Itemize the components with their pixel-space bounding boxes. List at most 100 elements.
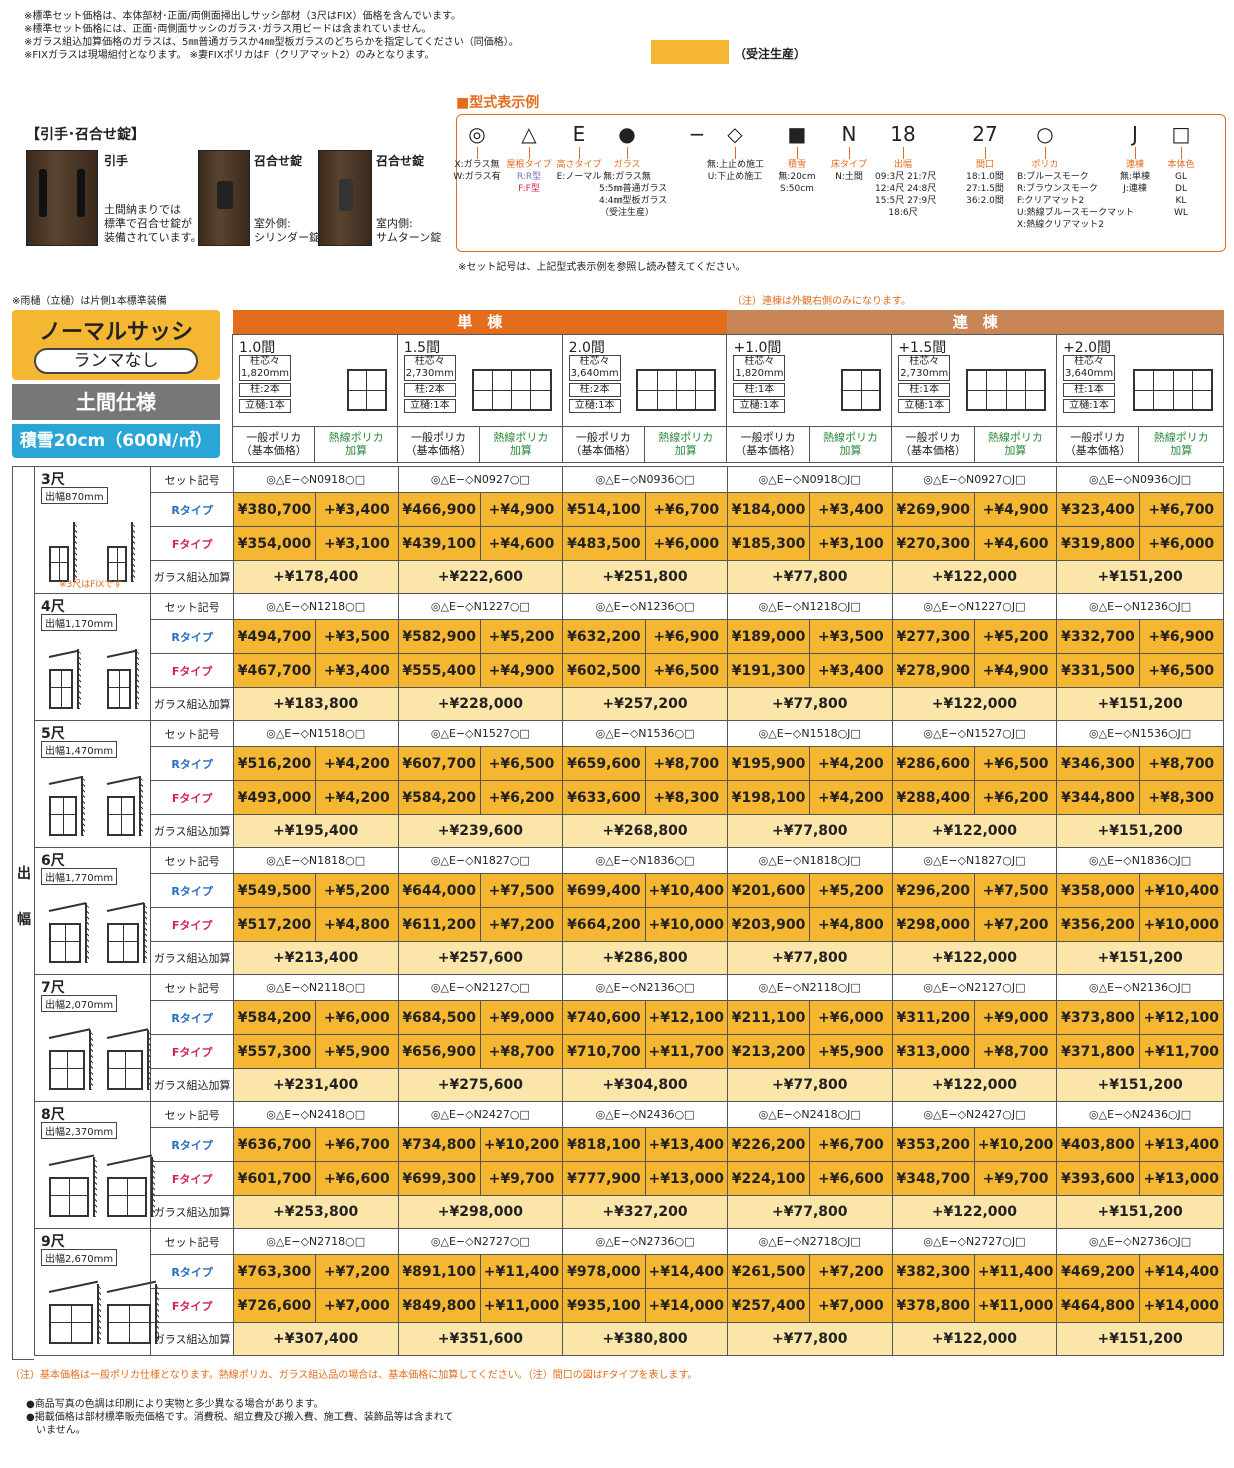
f-type-base-price: ¥224,100 — [726, 1161, 811, 1196]
depth-width: 出幅2,670mm — [41, 1249, 118, 1266]
f-type-base-price: ¥348,700 — [891, 1161, 975, 1196]
r-type-base-price: ¥494,700 — [232, 619, 317, 654]
glass-addon-price: +¥257,200 — [562, 687, 728, 721]
base-price-header: 一般ポリカ （基本価格） — [396, 425, 481, 463]
r-type-base-price: ¥740,600 — [562, 1000, 646, 1035]
model-code-desc: 27:1.5間 — [966, 184, 1004, 194]
r-type-addon-price: +¥6,700 — [1138, 492, 1225, 527]
f-type-addon-price: +¥9,700 — [479, 1161, 564, 1196]
glass-addon-price: +¥77,800 — [726, 814, 893, 848]
f-type-label: Fタイプ — [150, 1034, 234, 1069]
f-type-addon-price: +¥3,100 — [809, 526, 893, 561]
r-type-base-price: ¥184,000 — [726, 492, 811, 527]
model-code-title: ■型式表示例 — [456, 95, 540, 111]
glass-addon-label: ガラス組込加算 — [150, 1322, 234, 1356]
set-code-cell: ◎△E−◇N1236○□ — [562, 593, 728, 620]
heat-polycarbonate-header: 熱線ポリカ 加算 — [479, 425, 563, 463]
model-code-column: 27 間口 18:1.0間 27:1.5間 36:2.0間 — [957, 121, 1013, 207]
glass-addon-price: +¥122,000 — [891, 1322, 1058, 1356]
model-code-desc: 09:3尺 21:7尺 — [875, 172, 937, 182]
model-code-symbol: △ — [521, 122, 537, 146]
r-type-base-price: ¥211,100 — [726, 1000, 811, 1035]
roof-icon — [48, 902, 87, 912]
model-code-column: □ 本体色 GL DL KL WL — [1153, 121, 1209, 219]
depth-cell-inner: 7尺 出幅2,070mm — [35, 975, 151, 1100]
r-type-addon-price: +¥4,200 — [315, 746, 399, 781]
heat-polycarbonate-header: 熱線ポリカ 加算 — [973, 425, 1058, 463]
glass-addon-price: +¥77,800 — [726, 687, 893, 721]
r-type-addon-price: +¥9,000 — [973, 1000, 1058, 1035]
r-type-base-price: ¥469,200 — [1056, 1254, 1140, 1289]
outdoor-lock-text: 室外側: シリンダー錠 — [254, 217, 320, 244]
f-type-addon-price: +¥14,000 — [1138, 1288, 1225, 1323]
depth-cell: 5尺 出幅1,470mm — [33, 720, 152, 848]
model-code-column: ■ 積雪 無:20cm S:50cm — [769, 121, 825, 195]
f-type-base-price: ¥557,300 — [232, 1034, 317, 1069]
model-code-desc: GL — [1175, 172, 1187, 182]
sash-side-icon — [49, 1304, 93, 1344]
r-type-base-price: ¥373,800 — [1056, 1000, 1140, 1035]
depth-width: 出幅1,170mm — [41, 614, 118, 631]
f-type-base-price: ¥191,300 — [726, 653, 811, 688]
f-type-base-price: ¥517,200 — [232, 907, 317, 942]
r-type-addon-price: +¥3,500 — [809, 619, 893, 654]
model-code-symbol: ● — [618, 122, 636, 146]
size-header: +1.0間 柱芯々 1,820mm 柱:1本 立樋:1本 — [726, 333, 893, 427]
f-type-addon-price: +¥4,200 — [315, 780, 399, 815]
r-type-base-price: ¥346,300 — [1056, 746, 1140, 781]
glass-addon-label: ガラス組込加算 — [150, 1068, 234, 1102]
model-code-desc: U:下止め施工 — [707, 172, 763, 182]
depth-name: 3尺 — [41, 472, 65, 488]
model-code-symbol: E — [572, 122, 586, 146]
set-code-cell: ◎△E−◇N1227○□ — [397, 593, 564, 620]
set-code-cell: ◎△E−◇N0936○J□ — [1056, 466, 1224, 493]
f-type-addon-price: +¥6,500 — [1138, 653, 1225, 688]
roof-icon — [106, 902, 145, 912]
gutter-count: 立樋:1本 — [403, 398, 456, 413]
snow-badge: 積雪20cm（600N/㎡） — [12, 424, 220, 458]
model-code-desc: 無:上止め施工 — [707, 160, 765, 170]
set-code-cell: ◎△E−◇N1236○J□ — [1056, 593, 1224, 620]
set-code-cell: ◎△E−◇N2127○□ — [397, 974, 564, 1001]
model-code-column: ○ ポリカ B:ブルースモーク R:ブラウンスモーク F:クリアマット2 U:熱線ブルース… — [1017, 121, 1134, 231]
house-wall-icon — [77, 649, 81, 709]
sash-side-icon — [107, 796, 135, 836]
sash-side-icon — [107, 923, 139, 963]
f-type-addon-price: +¥4,900 — [479, 653, 564, 688]
set-code-cell: ◎△E−◇N2418○J□ — [726, 1101, 893, 1128]
r-type-base-price: ¥353,200 — [891, 1127, 975, 1162]
house-wall-icon — [81, 776, 85, 836]
base-price-header: 一般ポリカ （基本価格） — [1056, 425, 1140, 463]
depth-cell: 9尺 出幅2,670mm — [33, 1228, 159, 1356]
f-type-base-price: ¥726,600 — [232, 1288, 317, 1323]
f-type-addon-price: +¥5,900 — [315, 1034, 399, 1069]
base-price-header: 一般ポリカ （基本価格） — [726, 425, 810, 463]
glass-addon-price: +¥122,000 — [891, 814, 1058, 848]
outdoor-lock-photo — [198, 150, 250, 246]
f-type-addon-price: +¥5,900 — [809, 1034, 893, 1069]
f-type-addon-price: +¥8,700 — [973, 1034, 1058, 1069]
f-type-addon-price: +¥9,700 — [973, 1161, 1058, 1196]
model-code-desc: R:R型 — [516, 172, 542, 182]
set-code-label: セット記号 — [150, 466, 234, 493]
model-code-connector — [528, 147, 530, 159]
legend-color-swatch — [651, 40, 729, 64]
r-type-addon-price: +¥11,400 — [973, 1254, 1058, 1289]
r-type-addon-price: +¥5,200 — [315, 873, 399, 908]
pillar-pitch: 柱芯々 2,730mm — [403, 354, 456, 381]
r-type-addon-price: +¥5,200 — [973, 619, 1058, 654]
r-type-base-price: ¥189,000 — [726, 619, 811, 654]
depth-name: 7尺 — [41, 980, 65, 996]
model-code-symbol: 27 — [972, 122, 998, 146]
f-type-base-price: ¥203,900 — [726, 907, 811, 942]
f-type-base-price: ¥777,900 — [562, 1161, 646, 1196]
set-code-cell: ◎△E−◇N2418○□ — [232, 1101, 399, 1128]
model-code-desc: E:ノーマル — [556, 172, 602, 182]
pillar-count: 柱:2本 — [568, 382, 621, 397]
set-code-cell: ◎△E−◇N0936○□ — [562, 466, 728, 493]
gutter-count: 立樋:1本 — [733, 398, 786, 413]
r-type-addon-price: +¥6,900 — [1138, 619, 1225, 654]
r-type-base-price: ¥286,600 — [891, 746, 975, 781]
model-code-desc: 4:4㎜型板ガラス — [599, 196, 668, 206]
depth-width: 出幅870mm — [41, 487, 108, 504]
